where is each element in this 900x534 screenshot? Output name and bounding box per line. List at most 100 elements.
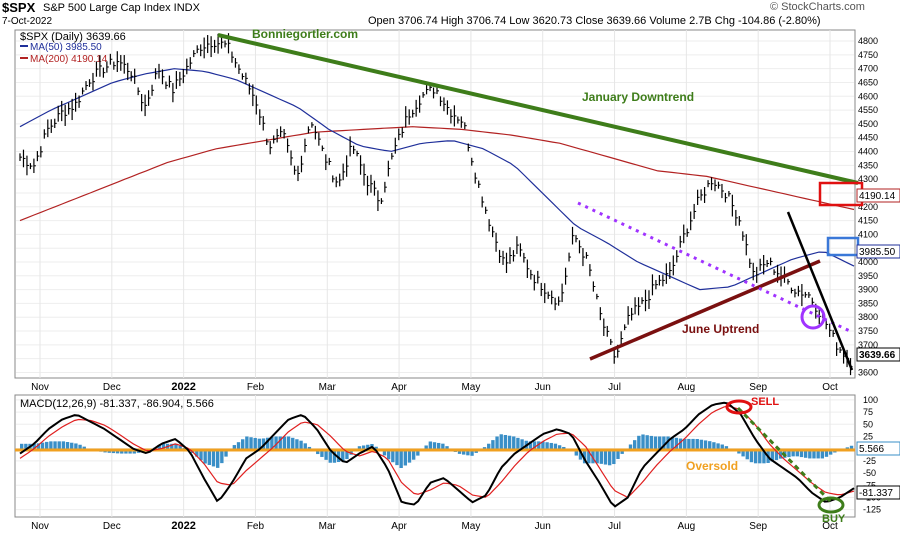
histogram-bar [787,448,791,458]
macd-value-tag [856,485,900,500]
histogram-bar [399,448,403,469]
symbol: $SPX [2,0,36,15]
histogram-bar [816,448,820,459]
june-uptrend-label: June Uptrend [682,322,759,336]
macd-y-tick-label: -125 [863,505,881,515]
histogram-bar [741,448,745,457]
histogram-bar [253,437,257,449]
buy-label: BUY [822,513,846,525]
price-y-tick-label: 4300 [858,174,878,184]
histogram-bar [274,436,278,449]
histogram-bar [683,438,687,449]
histogram-bar [649,435,654,449]
histogram-bar [295,439,299,449]
histogram-bar [716,443,720,449]
histogram-bar [462,448,466,455]
histogram-bar [762,448,766,464]
histogram-bar [774,448,779,461]
price-y-tick-label: 4100 [858,229,878,239]
histogram-bar [361,445,366,449]
histogram-bar [562,446,566,449]
histogram-bar [286,436,291,449]
price-x-tick-label: Feb [247,382,265,393]
histogram-bar [799,448,804,458]
histogram-bar [161,443,166,449]
price-y-tick-label: 3850 [858,298,878,308]
histogram-bar [632,440,637,449]
histogram-bar [245,436,249,449]
histogram-bar [40,442,45,449]
price-y-tick-label: 4350 [858,160,878,170]
histogram-bar [687,438,691,449]
histogram-bar [428,441,433,449]
histogram-bar [20,443,24,449]
histogram-bar [641,434,645,449]
price-y-tick-label: 4200 [858,202,878,212]
sell-marker [725,399,753,415]
macd-y-tick-label: 25 [863,431,873,441]
histogram-bar [232,445,237,449]
histogram-bar [211,448,216,467]
purple-dotted-trendline [577,201,853,334]
histogram-bar [303,443,307,449]
histogram-bar [24,443,28,449]
histogram-bar [491,440,495,449]
histogram-bar [178,445,182,449]
histogram-bar [557,445,562,449]
price-y-tick-label: 4750 [858,50,878,60]
symbol-description: S&P 500 Large Cap Index INDX [43,2,200,14]
legend-ma200: MA(200) 4190.14 [30,54,108,65]
histogram-bar [241,439,245,449]
price-y-tick-label: 3900 [858,285,878,295]
price-x-tick-label: 2022 [171,381,195,393]
histogram-bar [278,436,282,449]
histogram-bar [628,444,633,449]
histogram-bar [336,448,341,463]
histogram-bar [236,442,241,449]
histogram-bar [261,438,266,449]
histogram-bar [520,439,524,449]
histogram-bar [403,448,408,466]
histogram-bar [320,448,324,457]
histogram-bar [658,436,662,449]
histogram-bar [437,442,441,449]
histogram-bar [249,437,253,449]
histogram-bar [507,435,512,449]
histogram-bar [445,446,449,449]
oversold-label: Oversold [686,459,738,473]
histogram-bar [65,441,70,449]
histogram-bar [70,442,74,449]
histogram-bar [170,443,174,449]
macd-histogram [20,434,854,469]
macd-x-tick-label: Jul [608,521,621,532]
histogram-bar [653,436,658,449]
price-y-tick-label: 4000 [858,257,878,267]
histogram-bar [49,441,53,449]
histogram-bar [791,448,795,457]
macd-y-tick-label: -25 [863,456,876,466]
price-x-tick-label: Sep [749,382,767,393]
hist-value-tag [856,441,900,456]
macd-y-tick-label: -50 [863,468,876,478]
histogram-bar [345,448,349,460]
price-x-tick-label: Mar [319,382,337,393]
histogram-bar [812,448,816,459]
macd-x-tick-label: Sep [749,521,767,532]
price-y-tick-label: 4700 [858,64,878,74]
ma50-value: 3985.50 [859,247,896,258]
histogram-bar [637,435,641,449]
histogram-bar [828,448,833,455]
histogram-bar [499,434,503,449]
histogram-bar [616,448,620,459]
histogram-bar [541,441,545,449]
legend-price: $SPX (Daily) 3639.66 [20,31,126,43]
histogram-bar [291,437,295,449]
histogram-bar [753,448,758,464]
histogram-bar [758,448,762,464]
histogram-bar [195,448,199,457]
histogram-bar [174,443,178,449]
histogram-bar [703,440,708,449]
macd-y-tick-label: 75 [863,407,873,417]
macd-x-tick-label: Dec [103,521,121,532]
macd-x-tick-label: Mar [319,521,337,532]
